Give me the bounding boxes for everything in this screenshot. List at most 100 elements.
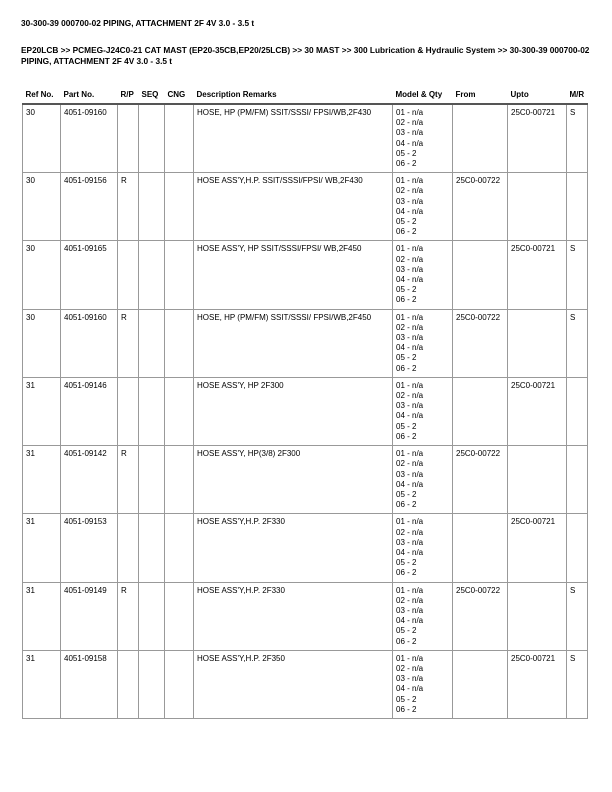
cell-from — [452, 376, 508, 447]
model-qty-line: 03 - n/a — [396, 469, 424, 479]
cell-seq — [138, 376, 165, 447]
cell-part: 4051-09149 — [60, 581, 118, 651]
model-qty-line: 01 - n/a — [396, 244, 424, 254]
model-qty-line: 02 - n/a — [396, 118, 424, 128]
cell-from: 25C0-00722 — [452, 445, 508, 515]
model-qty-line: 04 - n/a — [396, 343, 424, 353]
table-row: 31 4051-09142 R HOSE ASS'Y, HP(3/8) 2F300 01… — [22, 445, 588, 515]
model-qty-line: 05 - 2 — [396, 558, 417, 568]
cell-mr — [566, 513, 588, 583]
cell-seq — [138, 581, 165, 651]
model-qty-line: 01 - n/a — [396, 585, 424, 595]
cell-mq: 01 - n/a 02 - n/a 03 - n/a 04 - n/a 05 - 2 06… — [392, 308, 453, 378]
cell-ref: 30 — [22, 240, 61, 310]
cell-upto: 25C0-00721 — [507, 240, 567, 310]
column-header: Part No. — [63, 90, 95, 99]
model-qty-line: 03 - n/a — [396, 196, 424, 206]
model-qty-line: 04 - n/a — [396, 479, 424, 489]
cell-rp — [117, 649, 139, 719]
cell-part: 4051-09153 — [60, 513, 118, 583]
cell-part: 4051-09160 — [60, 103, 118, 174]
model-qty-line: 06 - 2 — [396, 227, 417, 237]
table-row: 31 4051-09158 HOSE ASS'Y,H.P. 2F350 01 - n/… — [22, 649, 588, 719]
cell-rp — [117, 376, 139, 447]
cell-cng — [164, 240, 194, 310]
model-qty-line: 03 - n/a — [396, 605, 424, 615]
model-qty-line: 01 - n/a — [396, 108, 424, 117]
cell-from: 25C0-00722 — [452, 581, 508, 651]
cell-from: 25C0-00722 — [452, 308, 508, 378]
column-header: M/R — [569, 90, 585, 99]
cell-mq: 01 - n/a 02 - n/a 03 - n/a 04 - n/a 05 - 2 06… — [392, 581, 453, 651]
cell-cng — [164, 445, 194, 515]
cell-ref: 31 — [22, 581, 61, 651]
model-qty-line: 06 - 2 — [396, 159, 417, 169]
cell-desc: HOSE ASS'Y,H.P. SSIT/SSSI/FPSI/ WB,2F430 — [193, 172, 393, 242]
table-row: 30 4051-09160 HOSE, HP (PM/FM) SSIT/SSSI/ … — [22, 103, 588, 174]
cell-ref: 31 — [22, 376, 61, 447]
cell-rp — [117, 103, 139, 174]
cell-desc: HOSE ASS'Y, HP SSIT/SSSI/FPSI/ WB,2F450 — [193, 240, 393, 310]
cell-desc: HOSE ASS'Y, HP(3/8) 2F300 — [193, 445, 393, 515]
cell-cng — [164, 376, 194, 447]
cell-cng — [164, 308, 194, 378]
cell-mr — [566, 445, 588, 515]
table-row: 31 4051-09149 R HOSE ASS'Y,H.P. 2F330 01 - n… — [22, 581, 588, 651]
breadcrumb: EP20LCB >> PCMEG-J24C0-21 CAT MAST (EP20… — [21, 45, 590, 66]
model-qty-line: 02 - n/a — [396, 663, 424, 673]
model-qty-line: 05 - 2 — [396, 285, 417, 295]
table-row: 31 4051-09153 HOSE ASS'Y,H.P. 2F330 01 - n/… — [22, 513, 588, 583]
cell-rp: R — [117, 172, 139, 242]
cell-part: 4051-09160 — [60, 308, 118, 378]
cell-ref: 30 — [22, 308, 61, 378]
model-qty-line: 05 - 2 — [396, 148, 417, 158]
model-qty-line: 02 - n/a — [396, 322, 424, 332]
model-qty-line: 02 - n/a — [396, 186, 424, 196]
model-qty-line: 03 - n/a — [396, 537, 424, 547]
cell-rp: R — [117, 445, 139, 515]
cell-mq: 01 - n/a 02 - n/a 03 - n/a 04 - n/a 05 - 2 06… — [392, 172, 453, 242]
model-qty-line: 03 - n/a — [396, 401, 424, 411]
cell-mq: 01 - n/a 02 - n/a 03 - n/a 04 - n/a 05 - 2 06… — [392, 445, 453, 515]
cell-ref: 31 — [22, 445, 61, 515]
model-qty-line: 05 - 2 — [396, 353, 417, 363]
cell-upto — [507, 172, 567, 242]
model-qty-line: 06 - 2 — [396, 431, 417, 441]
model-qty-line: 04 - n/a — [396, 411, 424, 421]
cell-part: 4051-09158 — [60, 649, 118, 719]
cell-ref: 31 — [22, 649, 61, 719]
model-qty-line: 01 - n/a — [396, 449, 424, 459]
cell-rp: R — [117, 581, 139, 651]
cell-upto — [507, 445, 567, 515]
model-qty-line: 01 - n/a — [396, 380, 424, 390]
model-qty-line: 02 - n/a — [396, 391, 424, 401]
column-header: Description Remarks — [196, 90, 277, 99]
model-qty-line: 01 - n/a — [396, 176, 424, 186]
cell-cng — [164, 581, 194, 651]
column-header: SEQ — [141, 90, 159, 99]
cell-seq — [138, 172, 165, 242]
model-qty-line: 06 - 2 — [396, 295, 417, 305]
cell-mr: S — [566, 649, 588, 719]
model-qty-line: 04 - n/a — [396, 547, 424, 557]
model-qty-line: 05 - 2 — [396, 694, 417, 704]
cell-mq: 01 - n/a 02 - n/a 03 - n/a 04 - n/a 05 - 2 06… — [392, 240, 453, 310]
table-row: 31 4051-09146 HOSE ASS'Y, HP 2F300 01 - n/a… — [22, 376, 588, 447]
cell-rp — [117, 513, 139, 583]
cell-desc: HOSE ASS'Y, HP 2F300 — [193, 376, 393, 447]
cell-from: 25C0-00722 — [452, 172, 508, 242]
cell-desc: HOSE, HP (PM/FM) SSIT/SSSI/ FPSI/WB,2F45… — [193, 308, 393, 378]
model-qty-line: 01 - n/a — [396, 653, 424, 663]
cell-seq — [138, 445, 165, 515]
model-qty-line: 02 - n/a — [396, 459, 424, 469]
cell-part: 4051-09165 — [60, 240, 118, 310]
table-row: 30 4051-09156 R HOSE ASS'Y,H.P. SSIT/SSSI/F… — [22, 172, 588, 242]
cell-mq: 01 - n/a 02 - n/a 03 - n/a 04 - n/a 05 - 2 06… — [392, 376, 453, 447]
model-qty-line: 01 - n/a — [396, 517, 424, 527]
page-title: 30-300-39 000700-02 PIPING, ATTACHMENT 2… — [21, 18, 255, 28]
column-header: Ref No. — [25, 90, 54, 99]
cell-part: 4051-09146 — [60, 376, 118, 447]
cell-mr: S — [566, 308, 588, 378]
model-qty-line: 05 - 2 — [396, 217, 417, 227]
